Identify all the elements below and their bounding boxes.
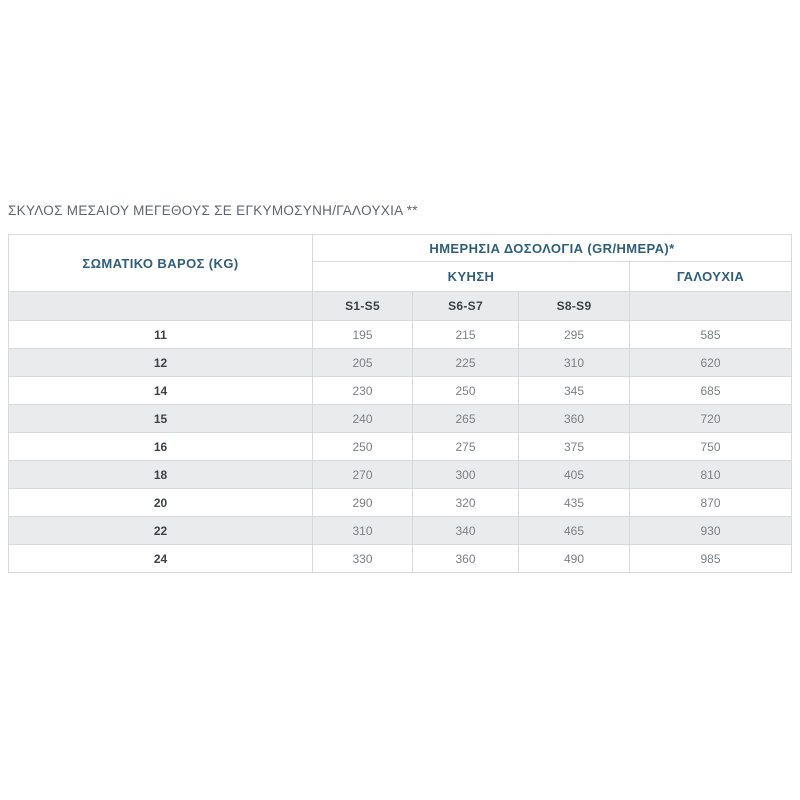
dosage-value-cell: 230 xyxy=(312,376,413,405)
dosage-value-cell: 810 xyxy=(628,460,793,489)
table-row: 15 240 265 360 720 xyxy=(8,404,793,433)
dosage-value-cell: 465 xyxy=(518,516,630,545)
stage-header-s8-s9: S8-S9 xyxy=(518,291,630,321)
dosage-value-cell: 225 xyxy=(412,348,519,377)
dosage-value-cell: 250 xyxy=(312,432,413,461)
dosage-value-cell: 330 xyxy=(312,544,413,573)
stage-empty-cell-left xyxy=(8,291,313,321)
dosage-value-cell: 985 xyxy=(628,544,793,573)
stage-header-row: S1-S5 S6-S7 S8-S9 xyxy=(8,291,793,321)
stage-header-s6-s7: S6-S7 xyxy=(412,291,519,321)
dosage-value-cell: 290 xyxy=(312,488,413,517)
dosage-value-cell: 300 xyxy=(412,460,519,489)
weight-cell: 24 xyxy=(8,544,313,573)
dosage-value-cell: 340 xyxy=(412,516,519,545)
table-row: 24 330 360 490 985 xyxy=(8,544,793,573)
dosage-value-cell: 930 xyxy=(628,516,793,545)
weight-cell: 18 xyxy=(8,460,313,489)
dosage-value-cell: 750 xyxy=(628,432,793,461)
dosage-value-cell: 295 xyxy=(518,320,630,349)
table-row: 11 195 215 295 585 xyxy=(8,320,793,349)
dosage-value-cell: 720 xyxy=(628,404,793,433)
dosage-value-cell: 275 xyxy=(412,432,519,461)
weight-cell: 12 xyxy=(8,348,313,377)
dosage-value-cell: 205 xyxy=(312,348,413,377)
header-row-2: ΚΥΗΣΗ ΓΑΛΟΥΧΙΑ xyxy=(9,261,793,292)
dosage-table: ΣΩΜΑΤΙΚΟ ΒΑΡΟΣ (KG) ΗΜΕΡΗΣΙΑ ΔΟΣΟΛΟΓΙΑ (… xyxy=(8,234,793,573)
table-header: ΣΩΜΑΤΙΚΟ ΒΑΡΟΣ (KG) ΗΜΕΡΗΣΙΑ ΔΟΣΟΛΟΓΙΑ (… xyxy=(8,234,793,321)
feeding-guide-section: ΣΚΥΛΟΣ ΜΕΣΑΙΟΥ ΜΕΓΕΘΟΥΣ ΣΕ ΕΓΚΥΜΟΣΥΝΗ/ΓΑ… xyxy=(8,203,793,573)
lactation-header: ΓΑΛΟΥΧΙΑ xyxy=(628,261,793,292)
dosage-value-cell: 345 xyxy=(518,376,630,405)
dosage-value-cell: 195 xyxy=(312,320,413,349)
table-body: 11 195 215 295 585 12 205 225 310 620 14 230 250 345 6… xyxy=(8,320,793,573)
dosage-value-cell: 870 xyxy=(628,488,793,517)
table-row: 14 230 250 345 685 xyxy=(8,376,793,405)
dosage-value-cell: 585 xyxy=(628,320,793,349)
dosage-value-cell: 435 xyxy=(518,488,630,517)
dosage-value-cell: 215 xyxy=(412,320,519,349)
table-row: 20 290 320 435 870 xyxy=(8,488,793,517)
dosage-value-cell: 310 xyxy=(312,516,413,545)
dosage-value-cell: 620 xyxy=(628,348,793,377)
weight-cell: 20 xyxy=(8,488,313,517)
weight-cell: 11 xyxy=(8,320,313,349)
table-row: 18 270 300 405 810 xyxy=(8,460,793,489)
dosage-value-cell: 270 xyxy=(312,460,413,489)
dosage-value-cell: 240 xyxy=(312,404,413,433)
weight-cell: 14 xyxy=(8,376,313,405)
dosage-value-cell: 310 xyxy=(518,348,630,377)
dosage-value-cell: 360 xyxy=(518,404,630,433)
dosage-value-cell: 250 xyxy=(412,376,519,405)
stage-empty-cell-right xyxy=(628,291,793,321)
dosage-value-cell: 375 xyxy=(518,432,630,461)
header-row-1: ΣΩΜΑΤΙΚΟ ΒΑΡΟΣ (KG) ΗΜΕΡΗΣΙΑ ΔΟΣΟΛΟΓΙΑ (… xyxy=(8,234,793,292)
weight-cell: 16 xyxy=(8,432,313,461)
weight-cell: 22 xyxy=(8,516,313,545)
dosage-value-cell: 360 xyxy=(412,544,519,573)
table-title: ΣΚΥΛΟΣ ΜΕΣΑΙΟΥ ΜΕΓΕΘΟΥΣ ΣΕ ΕΓΚΥΜΟΣΥΝΗ/ΓΑ… xyxy=(8,203,418,218)
dosage-value-cell: 490 xyxy=(518,544,630,573)
dosage-value-cell: 405 xyxy=(518,460,630,489)
daily-dosage-header: ΗΜΕΡΗΣΙΑ ΔΟΣΟΛΟΓΙΑ (GR/ΗΜΕΡΑ)* xyxy=(311,234,793,262)
table-row: 16 250 275 375 750 xyxy=(8,432,793,461)
table-row: 22 310 340 465 930 xyxy=(8,516,793,545)
dosage-value-cell: 685 xyxy=(628,376,793,405)
table-row: 12 205 225 310 620 xyxy=(8,348,793,377)
weight-column-header: ΣΩΜΑΤΙΚΟ ΒΑΡΟΣ (KG) xyxy=(8,234,313,292)
gestation-header: ΚΥΗΣΗ xyxy=(312,261,630,292)
stage-header-s1-s5: S1-S5 xyxy=(312,291,413,321)
dosage-value-cell: 320 xyxy=(412,488,519,517)
weight-cell: 15 xyxy=(8,404,313,433)
dosage-value-cell: 265 xyxy=(412,404,519,433)
